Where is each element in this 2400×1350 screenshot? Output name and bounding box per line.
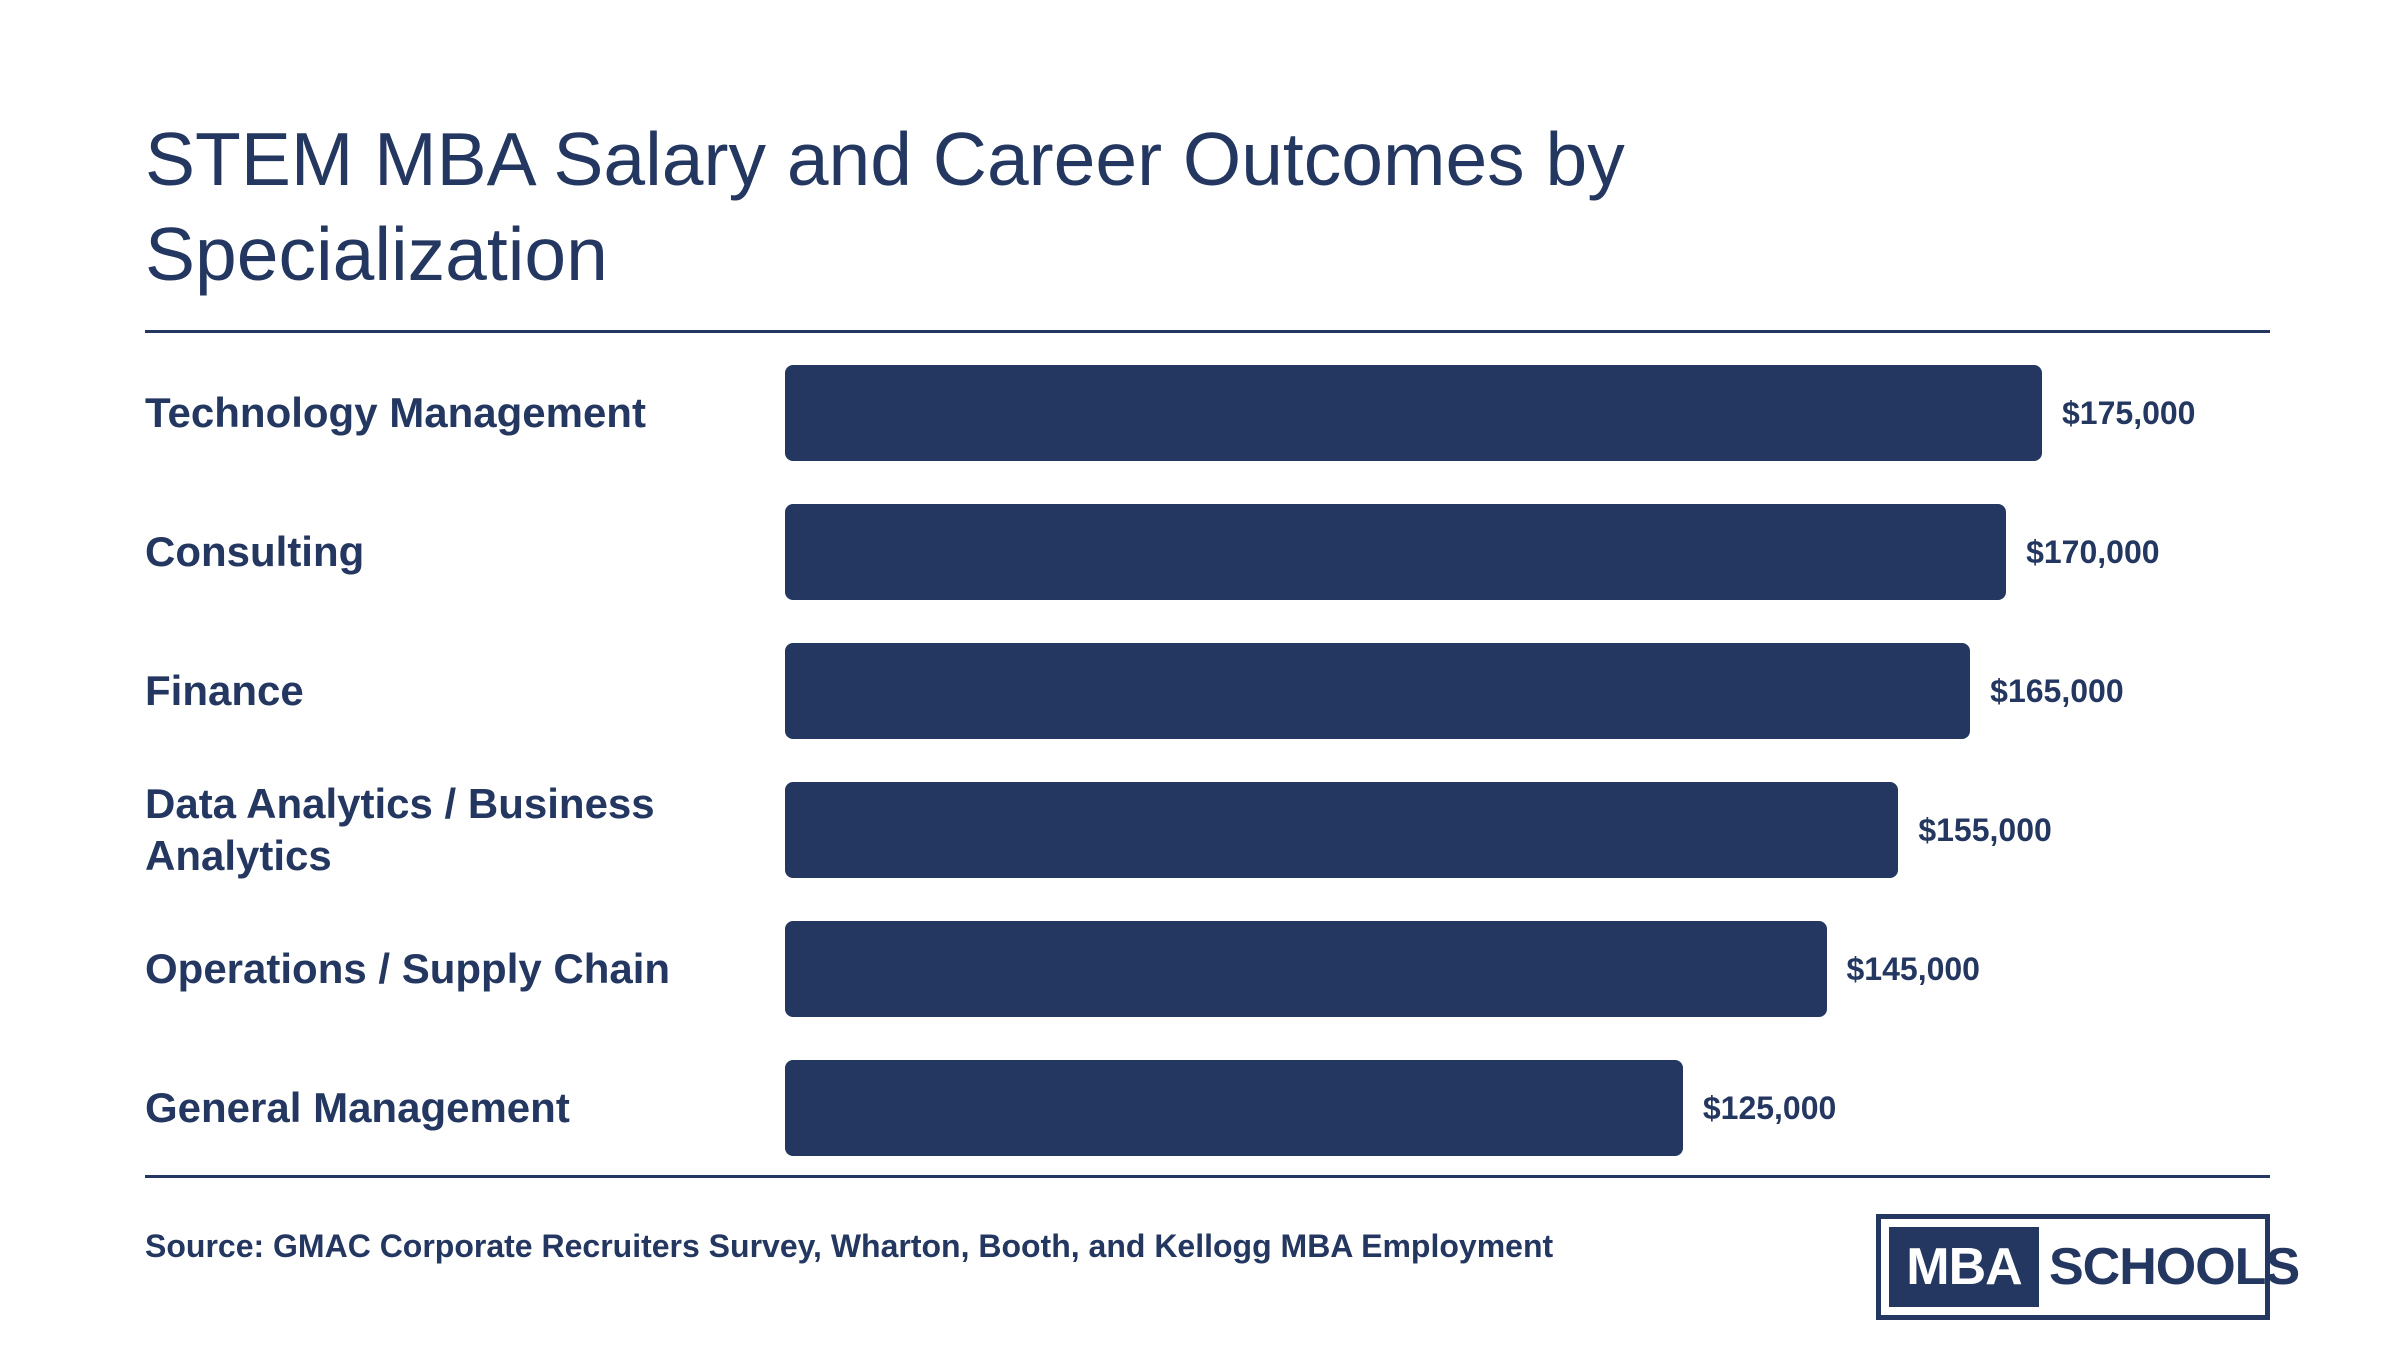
category-label: Finance	[145, 667, 304, 714]
bar-value-label: $125,000	[1702, 1090, 1837, 1126]
bar	[785, 782, 1899, 878]
bar	[785, 1060, 1683, 1156]
mba-schools-logo: MBA SCHOOLS	[1876, 1214, 2300, 1320]
category-label: Consulting	[145, 528, 365, 575]
logo-mba-block: MBA	[1889, 1227, 2039, 1307]
bar-value-label: $165,000	[1990, 673, 2124, 709]
logo-schools-text: SCHOOLS	[2049, 1238, 2300, 1296]
category-label: Data Analytics / Business Analytics	[145, 780, 655, 879]
top-divider	[145, 330, 2270, 333]
bar-value-label: $170,000	[2026, 534, 2160, 570]
bar-value-label: $155,000	[1918, 812, 2052, 848]
bar	[785, 365, 2042, 461]
bar	[785, 504, 2007, 600]
category-label: Operations / Supply Chain	[145, 945, 671, 992]
category-label: General Management	[145, 1084, 570, 1131]
bar	[785, 921, 1827, 1017]
bottom-divider	[145, 1175, 2270, 1178]
category-label: Technology Management	[145, 389, 646, 436]
bar	[785, 643, 1971, 739]
source-note: Source: GMAC Corporate Recruiters Survey…	[145, 1228, 1554, 1264]
bar-value-label: $145,000	[1846, 951, 1980, 987]
bar-value-label: $175,000	[2062, 395, 2196, 431]
chart-title: STEM MBA Salary and Career Outcomes by S…	[145, 117, 1625, 296]
